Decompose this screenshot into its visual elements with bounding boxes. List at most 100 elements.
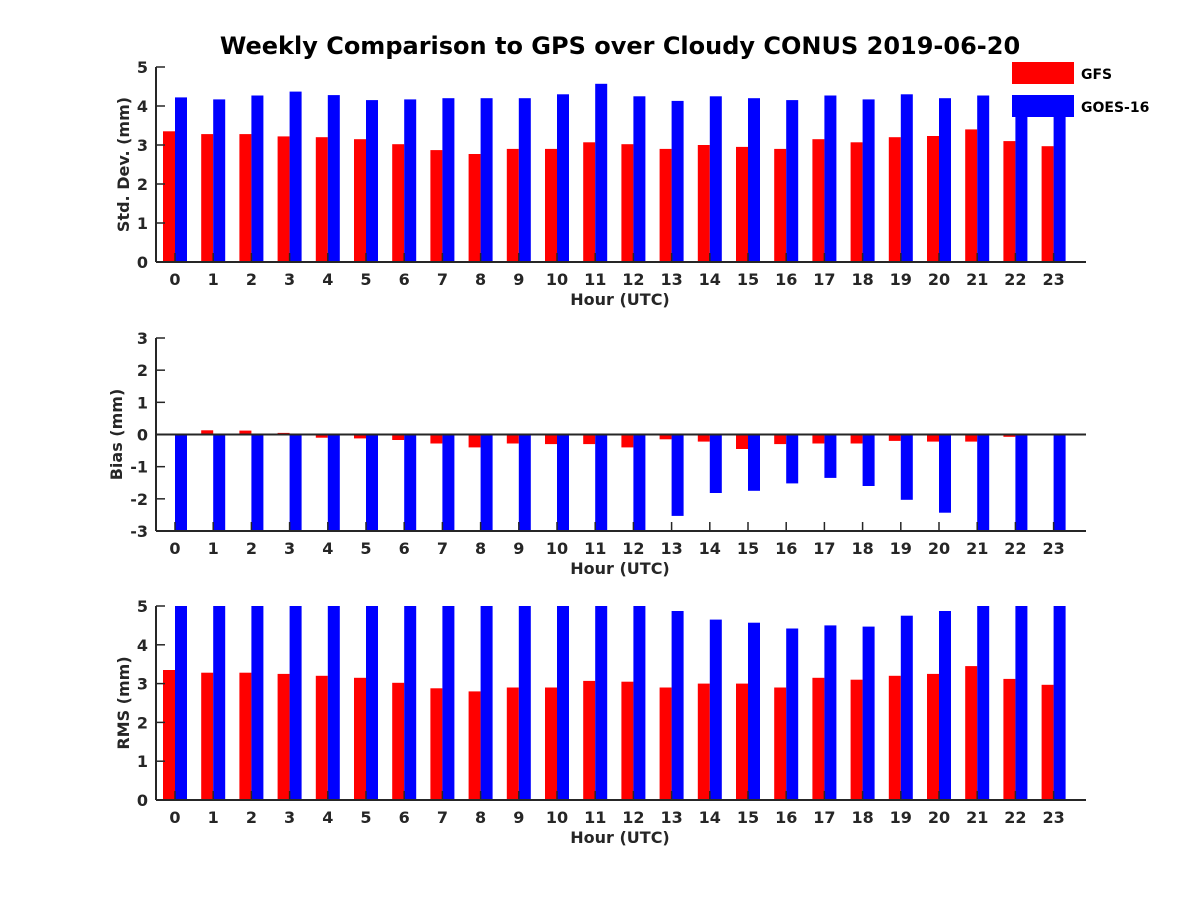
rms-bar-goes16-2 — [251, 606, 264, 800]
bias-ytick-label: -1 — [130, 458, 148, 477]
std-dev-bar-goes16-19 — [900, 94, 913, 262]
std-dev-bar-gfs-8 — [468, 154, 481, 262]
rms-bar-goes16-20 — [939, 611, 951, 800]
rms-bar-gfs-5 — [354, 677, 366, 800]
std-dev-xtick-label: 2 — [246, 270, 257, 289]
rms-bar-gfs-18 — [850, 679, 863, 800]
std-dev-bar-gfs-2 — [239, 134, 252, 262]
std-dev-bar-goes16-21 — [977, 95, 990, 262]
std-dev-xtick-label: 15 — [737, 270, 759, 289]
rms-bar-gfs-11 — [583, 680, 596, 800]
std-dev-xtick-label: 10 — [546, 270, 568, 289]
std-dev-bar-goes16-2 — [251, 95, 264, 262]
std-dev-xtick-label: 16 — [775, 270, 797, 289]
bias-xtick-label: 20 — [928, 539, 950, 558]
bias-bar-gfs-7 — [430, 434, 443, 444]
rms-ytick-label: 2 — [137, 713, 148, 732]
rms-xtick-label: 9 — [513, 808, 524, 827]
rms-xtick-label: 5 — [360, 808, 371, 827]
bias-xtick-label: 11 — [584, 539, 606, 558]
std-dev-xtick-label: 3 — [284, 270, 295, 289]
rms-ytick-label: 0 — [137, 791, 148, 810]
rms-bar-gfs-9 — [506, 687, 519, 800]
bias-bar-gfs-12 — [621, 434, 634, 448]
bias-xtick-label: 8 — [475, 539, 486, 558]
rms-xtick-label: 17 — [813, 808, 835, 827]
rms-bar-goes16-8 — [480, 606, 493, 800]
bias-bar-goes16-20 — [939, 434, 951, 513]
bias-xtick-label: 7 — [437, 539, 448, 558]
bias-bar-gfs-4 — [315, 434, 328, 438]
std-dev-bar-goes16-10 — [557, 94, 569, 262]
rms-xtick-label: 11 — [584, 808, 606, 827]
std-dev-bar-gfs-3 — [277, 136, 290, 262]
bias-bar-goes16-12 — [633, 434, 646, 531]
bias-bar-gfs-8 — [468, 434, 481, 448]
rms-bar-gfs-14 — [697, 683, 710, 800]
rms-bar-gfs-15 — [736, 683, 748, 800]
bias-xtick-label: 23 — [1042, 539, 1064, 558]
bias-bar-goes16-13 — [671, 434, 684, 516]
std-dev-xtick-label: 6 — [399, 270, 410, 289]
bias-bar-gfs-6 — [392, 434, 405, 440]
bias-bar-gfs-18 — [850, 434, 863, 444]
rms-bar-gfs-12 — [621, 681, 634, 800]
rms-xtick-label: 6 — [399, 808, 410, 827]
bias-bar-goes16-5 — [366, 434, 378, 531]
std-dev-ylabel: Std. Dev. (mm) — [114, 97, 133, 232]
bias-xtick-label: 5 — [360, 539, 371, 558]
rms-ylabel: RMS (mm) — [114, 656, 133, 749]
std-dev-xtick-label: 5 — [360, 270, 371, 289]
rms-xtick-label: 13 — [660, 808, 682, 827]
std-dev-xtick-label: 13 — [660, 270, 682, 289]
rms-xtick-label: 15 — [737, 808, 759, 827]
bias-bar-gfs-14 — [697, 434, 710, 442]
std-dev-bar-goes16-23 — [1053, 116, 1066, 263]
std-dev-ytick-label: 5 — [137, 58, 148, 77]
std-dev-bar-gfs-18 — [850, 142, 863, 262]
rms-xtick-label: 14 — [699, 808, 721, 827]
bias-xtick-label: 3 — [284, 539, 295, 558]
bias-bar-goes16-1 — [213, 434, 226, 531]
bias-xtick-label: 21 — [966, 539, 988, 558]
std-dev-bar-gfs-4 — [315, 137, 328, 262]
rms-bar-gfs-1 — [201, 672, 214, 800]
std-dev-bar-goes16-22 — [1015, 111, 1028, 262]
bias-bar-goes16-9 — [518, 434, 531, 531]
bias-bar-gfs-21 — [965, 434, 978, 442]
std-dev-ytick-label: 1 — [137, 214, 148, 233]
rms-bar-gfs-22 — [1003, 678, 1016, 800]
rms-bar-gfs-0 — [163, 670, 175, 800]
rms-bar-goes16-3 — [289, 606, 302, 800]
rms-xtick-label: 7 — [437, 808, 448, 827]
std-dev-xtick-label: 8 — [475, 270, 486, 289]
std-dev-bar-gfs-1 — [201, 134, 214, 262]
bias-xtick-label: 13 — [660, 539, 682, 558]
rms-xtick-label: 21 — [966, 808, 988, 827]
rms-bar-goes16-23 — [1053, 606, 1066, 800]
std-dev-bar-goes16-6 — [404, 99, 417, 263]
std-dev-xtick-label: 9 — [513, 270, 524, 289]
bias-bar-gfs-17 — [812, 434, 825, 444]
std-dev-ytick-label: 2 — [137, 175, 148, 194]
rms-bar-goes16-14 — [709, 619, 722, 800]
std-dev-bar-goes16-8 — [480, 98, 493, 262]
std-dev-xtick-label: 1 — [208, 270, 219, 289]
std-dev-bar-gfs-22 — [1003, 141, 1016, 262]
std-dev-bar-goes16-9 — [518, 98, 531, 262]
bias-bar-goes16-8 — [480, 434, 493, 531]
std-dev-xtick-label: 19 — [890, 270, 912, 289]
bias-bar-gfs-11 — [583, 434, 596, 445]
std-dev-xtick-label: 7 — [437, 270, 448, 289]
std-dev-xtick-label: 18 — [851, 270, 873, 289]
std-dev-xtick-label: 23 — [1042, 270, 1064, 289]
rms-bar-gfs-13 — [659, 687, 672, 800]
std-dev-bar-gfs-14 — [697, 145, 710, 262]
bias-bar-goes16-18 — [862, 434, 875, 486]
bias-xtick-label: 1 — [208, 539, 219, 558]
std-dev-bar-gfs-0 — [163, 131, 175, 262]
rms-bar-goes16-12 — [633, 606, 646, 800]
rms-xtick-label: 4 — [322, 808, 333, 827]
